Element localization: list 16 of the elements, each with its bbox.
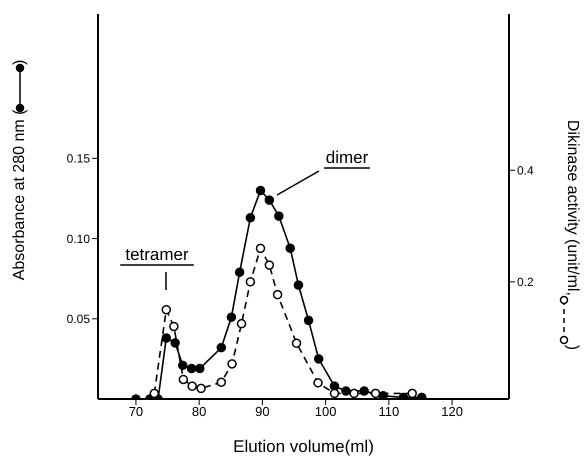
x-tick-label: 100 (314, 404, 336, 420)
y-tick-label: 0.10 (66, 232, 90, 246)
y2-axis-title: Dikinase activity (unit/ml, ) (564, 120, 581, 350)
x-tick-label: 70 (128, 404, 144, 420)
x-tick-label: 120 (441, 404, 463, 420)
annotation: dimer (326, 148, 369, 167)
y2-tick-label: 0.2 (517, 275, 534, 290)
x-tick-label: 110 (378, 404, 400, 420)
y-tick-label: 0.05 (66, 312, 90, 326)
y-tick-label: 0.15 (66, 152, 90, 166)
annotation: tetramer (125, 245, 189, 264)
x-axis-title: Elution volume(ml) (233, 437, 374, 456)
x-tick-label: 80 (192, 404, 206, 420)
y-axis-title: Absorbance at 280 nm ( ) (11, 60, 28, 280)
y2-tick-label: 0.4 (517, 163, 534, 178)
x-tick-label: 90 (255, 404, 270, 420)
